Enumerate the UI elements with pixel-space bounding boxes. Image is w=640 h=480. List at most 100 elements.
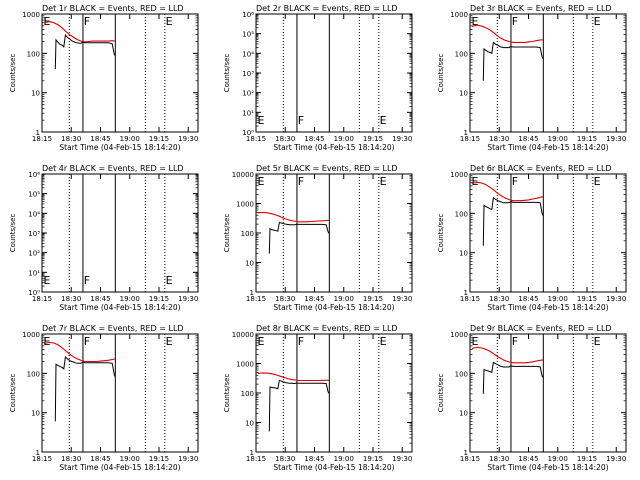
y-tick-label: 100 [241, 230, 254, 238]
interval-marker-f: F [298, 335, 304, 348]
y-tick-label: 1 [464, 129, 468, 137]
events-series-line [268, 221, 330, 254]
interval-marker-e: E [472, 175, 479, 188]
y-axis-label: Counts/sec [437, 374, 445, 413]
x-tick-label: 19:15 [577, 455, 597, 463]
x-tick-label: 18:15 [246, 295, 266, 303]
y-tick-label: 10⁴ [242, 50, 254, 58]
plot-frame [255, 13, 413, 133]
x-tick-label: 19:15 [363, 135, 383, 143]
x-tick-label: 19:00 [548, 295, 568, 303]
y-tick-label: 10¹ [28, 269, 40, 277]
x-tick-label: 19:00 [334, 455, 354, 463]
y-tick-label: 10 [31, 410, 40, 418]
interval-marker-e: E [258, 335, 265, 348]
events-series-line [54, 33, 116, 70]
y-tick-label: 1 [250, 289, 254, 297]
x-tick-label: 18:45 [90, 455, 110, 463]
y-tick-label: 100 [241, 390, 254, 398]
x-tick-label: 19:00 [548, 135, 568, 143]
x-tick-label: 19:00 [548, 455, 568, 463]
x-tick-label: 19:30 [606, 455, 626, 463]
y-tick-label: 100 [455, 370, 468, 378]
y-tick-label: 1 [36, 129, 40, 137]
x-tick-label: 19:15 [363, 455, 383, 463]
x-tick-label: 19:30 [392, 455, 412, 463]
x-tick-label: 19:30 [178, 455, 198, 463]
y-tick-label: 10⁶ [242, 11, 254, 19]
lld-series-line [257, 211, 329, 223]
y-tick-label: 10² [242, 90, 254, 98]
panel-6: Det 6r BLACK = Events, RED = LLD 1 10 100 10… [437, 164, 627, 312]
x-tick-label: 18:30 [489, 295, 509, 303]
y-tick-label: 10⁴ [28, 210, 40, 218]
interval-marker-e: E [472, 15, 479, 28]
plot-frame [41, 173, 199, 293]
y-axis-label: Counts/sec [437, 214, 445, 253]
y-tick-label: 100 [27, 50, 40, 58]
y-axis-label: Counts/sec [223, 374, 231, 413]
x-tick-label: 18:15 [32, 135, 52, 143]
y-tick-label: 1000 [236, 361, 254, 369]
y-tick-label: 10 [459, 250, 468, 258]
x-axis-label: Start Time (04-Feb-15 18:14:20) [487, 303, 608, 312]
plot-frame [469, 173, 627, 293]
y-tick-label: 10⁰ [242, 129, 254, 137]
plot-frame [41, 333, 199, 453]
panel-title: Det 8r BLACK = Events, RED = LLD [256, 324, 398, 333]
x-tick-label: 19:30 [178, 295, 198, 303]
interval-marker-e: E [166, 274, 173, 287]
y-axis-label: Counts/sec [9, 214, 17, 253]
interval-marker-f: F [84, 274, 90, 287]
interval-marker-f: F [512, 335, 518, 348]
y-axis-label: Counts/sec [437, 54, 445, 93]
x-tick-label: 18:15 [246, 135, 266, 143]
interval-marker-e: E [594, 15, 601, 28]
y-tick-label: 1000 [450, 331, 468, 339]
y-axis-label: Counts/sec [223, 54, 231, 93]
x-tick-label: 18:30 [275, 135, 295, 143]
x-axis-label: Start Time (04-Feb-15 18:14:20) [59, 143, 180, 152]
panel-title: Det 4r BLACK = Events, RED = LLD [42, 164, 184, 173]
x-tick-label: 18:30 [61, 135, 81, 143]
panel-4: Det 4r BLACK = Events, RED = LLD 10⁰ 10¹ 10… [9, 164, 199, 312]
x-tick-label: 18:45 [518, 455, 538, 463]
panel-7: Det 7r BLACK = Events, RED = LLD 1 10 100 10… [9, 324, 199, 472]
plot-frame [41, 13, 199, 133]
y-tick-label: 1 [36, 449, 40, 457]
y-tick-label: 10¹ [242, 109, 254, 117]
y-axis-label: Counts/sec [9, 54, 17, 93]
events-series-line [482, 361, 544, 394]
x-tick-label: 19:15 [363, 295, 383, 303]
y-tick-label: 10 [245, 420, 254, 428]
x-tick-label: 19:30 [392, 135, 412, 143]
x-axis-label: Start Time (04-Feb-15 18:14:20) [487, 143, 608, 152]
y-tick-label: 10² [28, 250, 40, 258]
x-axis-label: Start Time (04-Feb-15 18:14:20) [273, 143, 394, 152]
x-tick-label: 18:45 [304, 135, 324, 143]
lld-series-line [471, 346, 543, 364]
panel-2: Det 2r BLACK = Events, RED = LLD 10⁰ 10¹ 10… [223, 4, 413, 152]
y-tick-label: 10³ [242, 70, 254, 78]
interval-marker-f: F [298, 114, 304, 127]
y-tick-label: 100 [455, 50, 468, 58]
panel-title: Det 6r BLACK = Events, RED = LLD [470, 164, 612, 173]
y-tick-label: 1000 [22, 11, 40, 19]
lld-series-line [257, 372, 329, 382]
x-axis-label: Start Time (04-Feb-15 18:14:20) [273, 463, 394, 472]
y-tick-label: 100 [27, 370, 40, 378]
events-series-line [54, 355, 116, 422]
y-tick-label: 10000 [232, 331, 254, 339]
x-tick-label: 19:00 [120, 135, 140, 143]
x-tick-label: 18:15 [460, 295, 480, 303]
x-tick-label: 19:00 [334, 295, 354, 303]
y-tick-label: 1000 [450, 11, 468, 19]
events-series-line [482, 41, 544, 81]
y-tick-label: 10 [245, 260, 254, 268]
y-tick-label: 1000 [450, 171, 468, 179]
interval-marker-f: F [512, 175, 518, 188]
panel-title: Det 5r BLACK = Events, RED = LLD [256, 164, 398, 173]
interval-marker-e: E [380, 175, 387, 188]
events-series-line [482, 196, 544, 246]
interval-marker-e: E [44, 335, 51, 348]
